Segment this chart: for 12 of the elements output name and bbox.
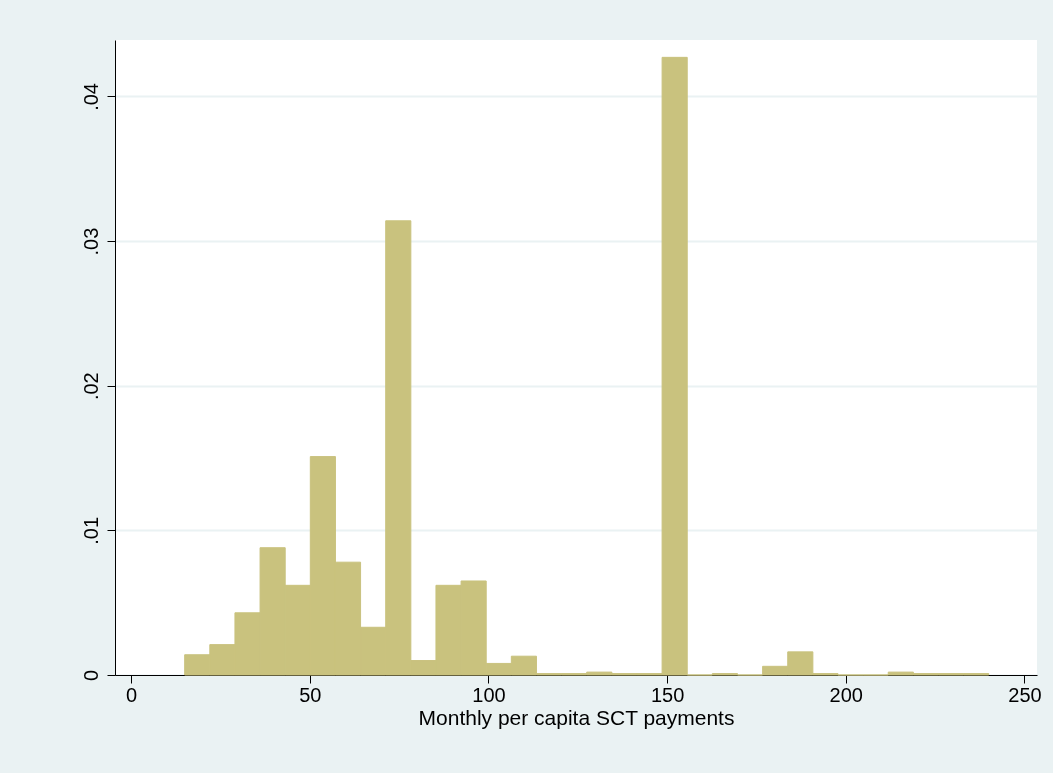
x-tick-label: 50 bbox=[299, 683, 322, 706]
y-tick-label: .04 bbox=[79, 83, 102, 111]
x-tick-label: 200 bbox=[829, 683, 863, 706]
y-tick-label: .01 bbox=[79, 516, 102, 545]
x-tick-label: 100 bbox=[472, 683, 506, 706]
x-tick-label: 0 bbox=[126, 683, 138, 706]
x-tick-label: 250 bbox=[1008, 683, 1042, 706]
x-axis-title: Monthly per capita SCT payments bbox=[418, 705, 735, 729]
y-tick-label: 0 bbox=[79, 669, 102, 682]
x-tick-label: 150 bbox=[650, 683, 685, 706]
y-tick-label: .02 bbox=[79, 372, 102, 401]
y-tick-label: .03 bbox=[79, 227, 102, 256]
